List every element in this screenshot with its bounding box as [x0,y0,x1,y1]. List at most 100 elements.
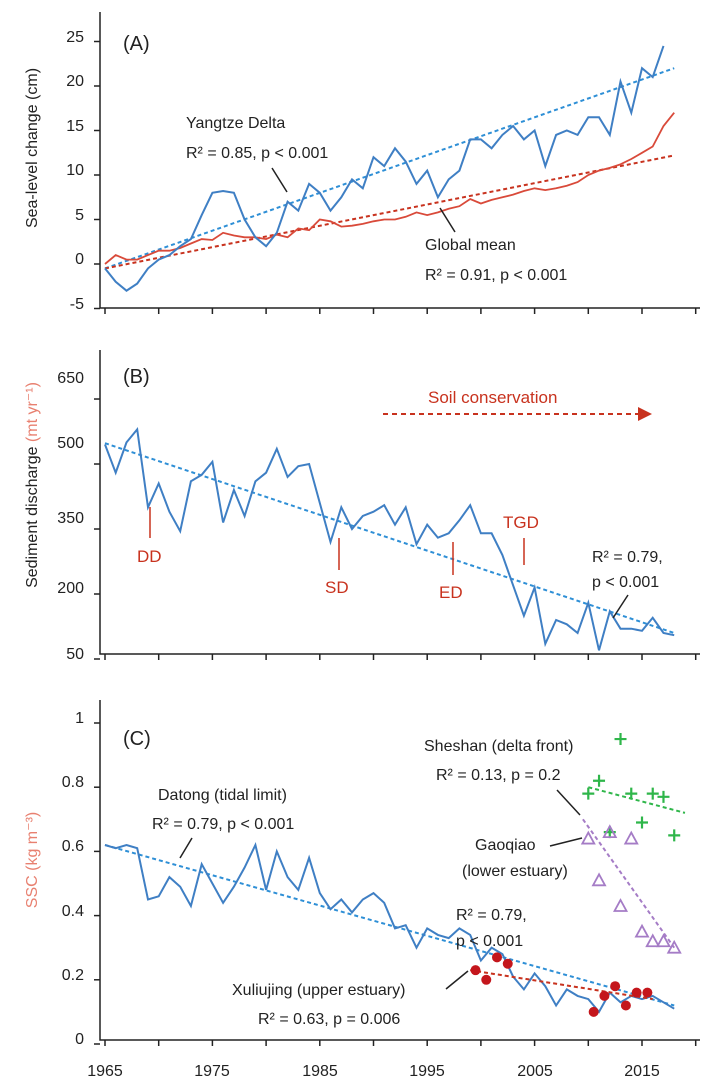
xuliujing-leader [445,970,469,990]
global-mean-stats: R² = 0.91, p < 0.001 [425,267,567,284]
global-mean-leader [439,207,456,233]
ed-label: ED [439,583,463,602]
panel-a-y-tick-label: 10 [66,162,84,179]
xuliujing-trend-line [470,969,653,1001]
sheshan-point [657,790,670,803]
panel-c-y-tick-label: 0.4 [62,903,84,920]
global-mean-title: Global mean [425,237,516,254]
panel-a-y-tick-label: 0 [75,251,84,268]
dam-annotations: DD SD ED TGD [137,507,539,602]
global-mean-trend-line [104,154,675,270]
panel-c-label: (C) [123,728,151,750]
panel-c-y-ticks [94,722,100,1045]
gaoqiao-point [602,824,618,839]
panel-a-y-tick-labels: 25 20 15 10 5 0 -5 [66,29,84,313]
panel-c-y-tick-label: 0.2 [62,967,84,984]
panel-b-y-axis-label-unit: (mt yr⁻¹) [24,382,41,442]
gaoqiao-point [666,939,682,954]
soil-conservation-label: Soil conservation [428,388,557,407]
panel-b-y-tick-label: 500 [57,435,84,452]
x-axis-ticks [104,308,697,1046]
gaoqiao-r2: R² = 0.79, [456,907,527,924]
sd-label: SD [325,578,349,597]
gaoqiao-point [613,898,629,912]
gaoqiao-point [623,830,639,845]
panel-b-series [104,427,675,651]
panel-c-y-tick-label: 0 [75,1031,84,1048]
gaoqiao-point [591,872,607,887]
panel-b-r2: R² = 0.79, [592,549,663,566]
xuliujing-point [610,981,621,992]
gaoqiao-title-1: Gaoqiao [475,837,536,854]
x-tick-label: 1995 [409,1063,445,1080]
gaoqiao-title-2: (lower estuary) [462,863,568,880]
panel-b-y-tick-label: 50 [66,646,84,663]
xuliujing-stats: R² = 0.63, p = 0.006 [258,1011,400,1028]
xuliujing-title: Xuliujing (upper estuary) [232,982,405,999]
yangtze-delta-trend-line [104,67,675,270]
panel-a-y-tick-label: 15 [66,118,84,135]
xuliujing-point [631,987,642,998]
panel-a-series [104,45,675,292]
yangtze-delta-title: Yangtze Delta [186,115,285,132]
panel-b-trend-annotation: R² = 0.79, p < 0.001 [592,549,663,619]
gaoqiao-leader [549,837,583,847]
panel-a: (A) Sea-level change (cm) 25 20 15 10 5 … [24,29,675,313]
x-tick-label: 2015 [624,1063,660,1080]
xuliujing-point [492,952,503,963]
panel-c-y-tick-label: 1 [75,710,84,727]
xuliujing-point [620,1000,631,1011]
panel-c: (C) SSC (kg m⁻³) 1 0.8 0.6 0.4 0.2 0 196… [24,710,686,1080]
x-tick-label: 1965 [87,1063,123,1080]
sheshan-point [625,787,638,800]
gaoqiao-point [634,923,650,938]
panel-a-y-tick-label: -5 [70,296,84,313]
x-tick-label: 2005 [517,1063,553,1080]
axes [99,12,700,1041]
yangtze-delta-stats: R² = 0.85, p < 0.001 [186,145,328,162]
panel-b: (B) Sediment discharge (mt yr⁻¹) 650 500… [24,366,675,663]
sheshan-trend-line [588,786,686,814]
panel-c-y-tick-label: 0.8 [62,774,84,791]
panel-a-y-tick-label: 20 [66,73,84,90]
panel-b-label: (B) [123,366,150,388]
panel-b-axes [99,350,700,655]
panel-c-series [104,733,686,1017]
sheshan-point [614,733,627,746]
sheshan-title: Sheshan (delta front) [424,738,573,755]
x-tick-label: 1985 [302,1063,338,1080]
yangtze-delta-leader [271,167,288,193]
panel-c-y-tick-labels: 1 0.8 0.6 0.4 0.2 0 [62,710,84,1048]
gaoqiao-point [580,830,596,845]
panel-b-y-tick-labels: 650 500 350 200 50 [57,370,84,663]
panel-a-y-tick-label: 25 [66,29,84,46]
datong-title: Datong (tidal limit) [158,787,287,804]
panel-a-y-tick-label: 5 [75,207,84,224]
dd-label: DD [137,547,162,566]
sheshan-point [636,816,648,829]
panel-b-p: p < 0.001 [592,574,659,591]
xuliujing-point [470,965,481,976]
panel-c-y-axis-label: SSC (kg m⁻³) [24,812,41,908]
panel-a-y-ticks [94,40,100,310]
soil-conservation-arrowhead [638,407,652,421]
panel-a-label: (A) [123,33,150,55]
sheshan-point [646,787,659,800]
panel-b-y-ticks [94,398,100,660]
gaoqiao-trend-line [582,818,676,949]
xuliujing-point [599,990,610,1001]
panel-a-axes [99,12,700,309]
x-tick-labels: 1965 1975 1985 1995 2005 2015 [87,1063,660,1080]
tgd-label: TGD [503,513,539,532]
panel-c-y-tick-label: 0.6 [62,838,84,855]
sheshan-point [668,829,681,842]
yangtze-delta-line [104,45,665,292]
soil-conservation: Soil conservation [383,388,652,421]
gaoqiao-point [655,933,671,948]
panel-c-axes [99,700,700,1041]
panel-b-leader [612,594,629,619]
panel-b-y-tick-label: 200 [57,580,84,597]
panel-a-annotations: Yangtze Delta R² = 0.85, p < 0.001 Globa… [186,115,567,284]
gaoqiao-point [645,933,661,948]
